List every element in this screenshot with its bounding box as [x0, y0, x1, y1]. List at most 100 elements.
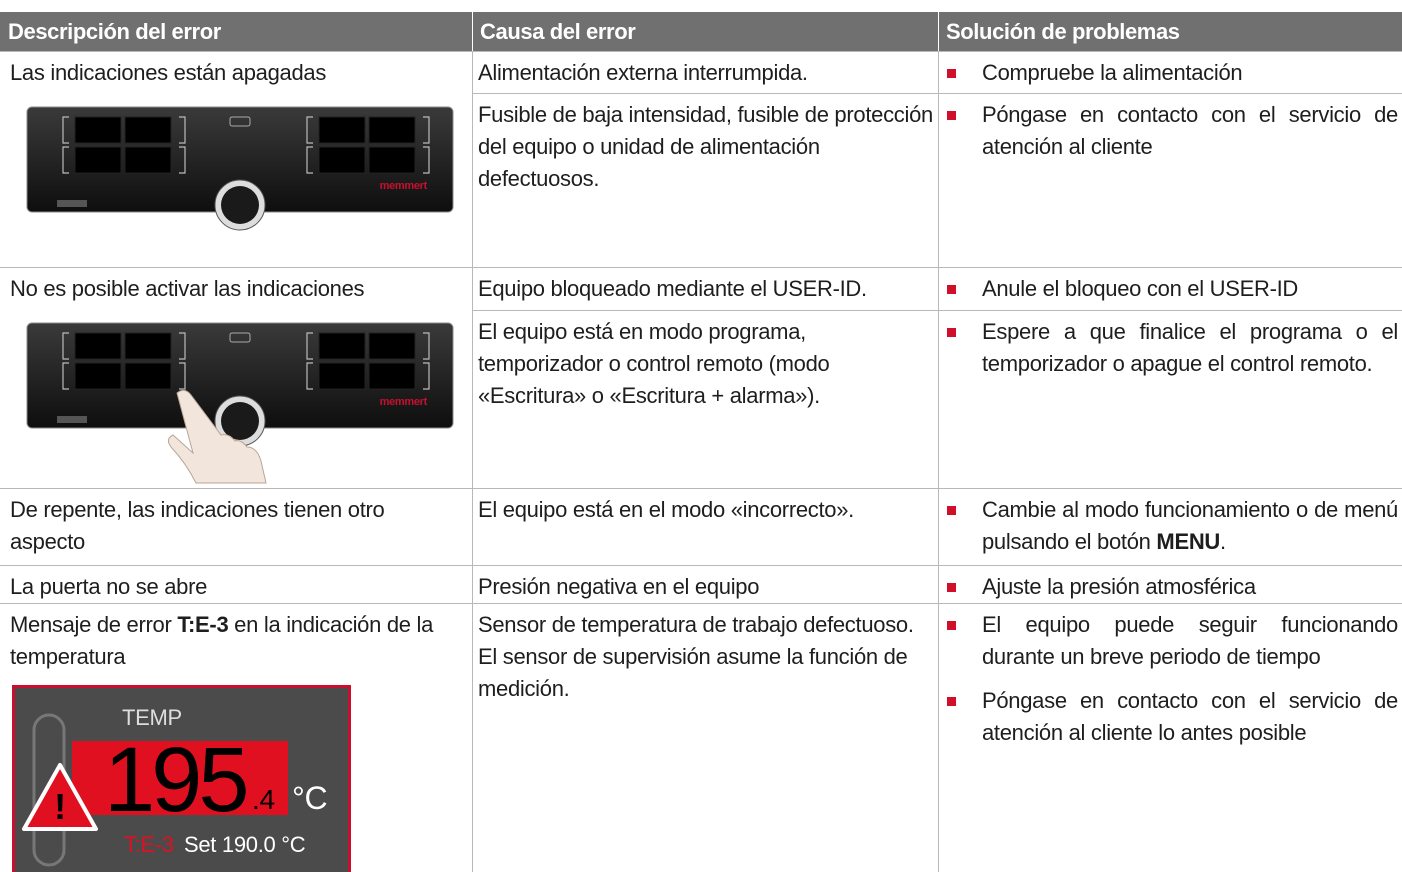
- cause-cell: Alimentación externa interrumpida.: [478, 60, 808, 85]
- text-run: No es posible activar las indicaciones: [10, 276, 365, 301]
- text-run: Las indicaciones están apagadas: [10, 60, 327, 85]
- digit-box: [74, 146, 122, 174]
- bracket: [306, 116, 313, 174]
- digit-box: [124, 362, 172, 390]
- digit-box: [368, 116, 416, 144]
- solution-text: Compruebe la alimentación: [982, 57, 1398, 89]
- cause-cell: Presión negativa en el equipo: [478, 574, 760, 599]
- digit-box: [318, 146, 366, 174]
- bullet: [947, 506, 956, 515]
- solution-text: Anule el bloqueo con el USER-ID: [982, 273, 1398, 305]
- digit-box: [368, 362, 416, 390]
- display-error: T:E-3: [124, 832, 174, 857]
- text-run: De repente, las indicaciones tienen otro…: [10, 497, 385, 554]
- digit-box: [318, 116, 366, 144]
- menu-key: [229, 332, 251, 343]
- header-divider: [938, 12, 939, 51]
- warning-triangle: [22, 763, 98, 831]
- digit-box: [368, 332, 416, 360]
- bullet: [947, 69, 956, 78]
- header-cell: Descripción del error: [0, 12, 472, 51]
- row-line: [0, 603, 1402, 604]
- description-cell: Las indicaciones están apagadas memmert: [10, 51, 465, 267]
- description-text: No es posible activar las indicaciones: [10, 273, 465, 305]
- solution-text: Póngase en contacto con el servicio de a…: [982, 99, 1398, 163]
- text-run: Anule el bloqueo con el USER-ID: [982, 276, 1298, 301]
- logo: memmert: [380, 180, 428, 192]
- header-cell: Solución de problemas: [938, 12, 1402, 51]
- power-icons: [57, 416, 87, 423]
- digit-box: [74, 332, 122, 360]
- display-setpoint: Set 190.0 °C: [184, 832, 306, 857]
- description-cell: Mensaje de error T:E-3 en la indicación …: [10, 603, 465, 872]
- digit-box: [124, 116, 172, 144]
- header-divider: [472, 12, 473, 51]
- bracket: [62, 116, 69, 174]
- sub-row-line: [472, 93, 1402, 94]
- text-run: en la indicación de la temperatura: [10, 612, 434, 669]
- solution-text: Póngase en contacto con el servicio de a…: [982, 685, 1398, 749]
- bullet: [947, 111, 956, 120]
- cause-cell: El equipo está en modo programa, tempori…: [478, 319, 830, 408]
- cause-cell: Fusible de baja intensidad, fusible de p…: [478, 102, 933, 191]
- cause-cell: Equipo bloqueado mediante el USER-ID.: [478, 276, 867, 301]
- digit-box: [74, 116, 122, 144]
- text-run: Ajuste la presión atmosférica: [982, 574, 1256, 599]
- digit-box: [124, 146, 172, 174]
- bullet: [947, 328, 956, 337]
- text-run: Compruebe la alimentación: [982, 60, 1243, 85]
- digit-box: [368, 146, 416, 174]
- description-text: De repente, las indicaciones tienen otro…: [10, 494, 465, 558]
- bracket: [62, 332, 69, 390]
- display-unit: °C: [292, 780, 327, 816]
- text-run: Póngase en contacto con el servicio de a…: [982, 688, 1398, 745]
- digit-box: [74, 362, 122, 390]
- description-text: La puerta no se abre: [10, 571, 465, 603]
- row-line: [0, 51, 1402, 52]
- bracket: [423, 116, 430, 174]
- warning-mark: !: [54, 786, 66, 827]
- bracket: [179, 116, 186, 174]
- menu-key: [229, 116, 251, 127]
- column-divider: [472, 51, 473, 872]
- description-cell: La puerta no se abre: [10, 565, 465, 603]
- text-run: Cambie al modo funcionamiento o de menú …: [982, 497, 1398, 554]
- digit-box: [318, 332, 366, 360]
- alarm-band: [72, 741, 288, 815]
- description-text: Las indicaciones están apagadas: [10, 57, 465, 89]
- bracket: [306, 332, 313, 390]
- text-run: MENU: [1156, 529, 1220, 554]
- power-icons: [57, 200, 87, 207]
- text-run: La puerta no se abre: [10, 574, 208, 599]
- control-panel-image: memmert: [26, 322, 454, 484]
- knob: [221, 186, 259, 224]
- bullet: [947, 697, 956, 706]
- description-text: Mensaje de error T:E-3 en la indicación …: [10, 609, 465, 673]
- bracket: [179, 332, 186, 390]
- hand: [167, 389, 267, 484]
- row-line: [0, 488, 1402, 489]
- sub-row-line: [472, 310, 1402, 311]
- display-value: 195: [104, 729, 246, 831]
- digit-box: [124, 332, 172, 360]
- control-panel-image: memmert: [26, 106, 454, 231]
- bullet: [947, 583, 956, 592]
- text-run: Póngase en contacto con el servicio de a…: [982, 102, 1398, 159]
- column-divider: [938, 51, 939, 872]
- solution-text: El equipo puede seguir funcionando duran…: [982, 609, 1398, 673]
- solution-text: Espere a que finalice el programa o el t…: [982, 316, 1398, 380]
- bullet: [947, 285, 956, 294]
- row-line: [0, 267, 1402, 268]
- description-cell: De repente, las indicaciones tienen otro…: [10, 488, 465, 565]
- bracket: [423, 332, 430, 390]
- text-run: Espere a que finalice el programa o el t…: [982, 319, 1398, 376]
- display-label: TEMP: [122, 705, 182, 730]
- text-run: El equipo puede seguir funcionando duran…: [982, 612, 1398, 669]
- text-run: T:E-3: [177, 612, 229, 637]
- cause-cell: El equipo está en el modo «incorrecto».: [478, 497, 854, 522]
- text-run: Mensaje de error: [10, 612, 178, 637]
- display-decimal: .4: [252, 784, 275, 815]
- solution-text: Ajuste la presión atmosférica: [982, 571, 1398, 603]
